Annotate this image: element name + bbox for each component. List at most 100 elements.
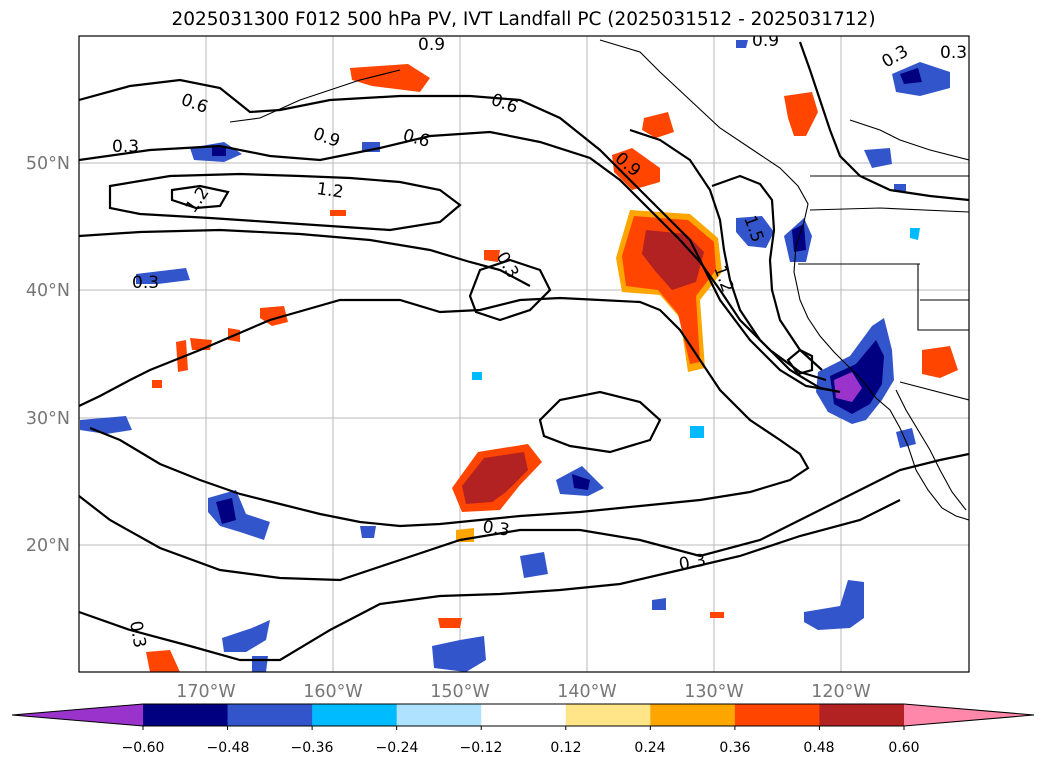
ivt-negative-region	[652, 598, 666, 610]
ivt-positive-region	[642, 112, 674, 138]
colorbar-segment	[227, 704, 313, 726]
ivt-positive-region	[176, 340, 188, 372]
pv-contour-0.3-south	[79, 296, 810, 528]
pv-contour-0.3-lower	[79, 452, 969, 582]
ivt-positive-core	[462, 452, 528, 504]
colorbar-segment	[734, 704, 820, 726]
lon-tick-labels: 170°W 160°W 150°W 140°W 130°W 120°W	[176, 682, 870, 702]
contour-label: 0.3	[125, 619, 149, 649]
pv-contour-0.3-bottom	[79, 499, 901, 662]
lat-tick-labels: 50°N 40°N 30°N 20°N	[26, 154, 70, 556]
pv-contour-1.2	[108, 172, 462, 232]
ivt-negative-region	[864, 148, 892, 168]
contour-label: 0.9	[418, 35, 445, 55]
colorbar-segment	[650, 704, 736, 726]
contour-label: 1.2	[315, 179, 345, 203]
colorbar-tick-label: 0.48	[803, 740, 834, 756]
ivt-negative-region	[432, 636, 486, 672]
ivt-positive-region	[146, 650, 180, 672]
colorbar-segment	[481, 704, 567, 726]
political-borders	[798, 175, 969, 401]
ivt-negative-region	[222, 620, 270, 652]
colorbar-tick-label: −0.60	[122, 740, 165, 756]
ivt-positive-region	[438, 618, 462, 628]
plot-title: 2025031300 F012 500 hPa PV, IVT Landfall…	[171, 9, 876, 30]
colorbar-tick-labels: −0.60 −0.48 −0.36 −0.24 −0.12 0.12 0.24 …	[122, 740, 920, 756]
map-frame	[78, 35, 970, 673]
colorbar-tick-label: −0.36	[291, 740, 334, 756]
baja-gulf-coastline	[895, 389, 967, 511]
colorbar	[11, 703, 1035, 730]
colorbar-tick-label: −0.12	[460, 740, 503, 756]
pv-contour-0.9	[79, 130, 827, 382]
ivt-negative-region	[736, 216, 774, 248]
ivt-negative-core	[572, 474, 590, 490]
colorbar-tick-label: 0.36	[719, 740, 750, 756]
lon-tick-label: 140°W	[557, 682, 616, 702]
ivt-negative-region	[520, 552, 548, 578]
lon-tick-label: 130°W	[684, 682, 743, 702]
contour-label: 0.3	[677, 551, 707, 575]
pv-contour-1.2-inner	[170, 184, 230, 210]
pv-contour-1.2-east	[629, 128, 841, 394]
lon-tick-label: 150°W	[430, 682, 489, 702]
lon-tick-label: 160°W	[303, 682, 362, 702]
colorbar-segment	[819, 704, 905, 726]
ivt-positive-region	[922, 346, 958, 378]
ivt-positive-region	[710, 612, 724, 618]
lat-tick-label: 20°N	[26, 536, 70, 556]
contour-label: 0.3	[112, 137, 139, 157]
canada-coastline	[849, 119, 969, 161]
ivt-negative-region	[736, 40, 748, 48]
ivt-positive-region	[152, 380, 162, 388]
pv-contour-small	[786, 348, 814, 376]
aleutian-coastline	[229, 69, 401, 123]
ivt-positive-region	[350, 64, 430, 92]
colorbar-tick-label: 0.60	[888, 740, 919, 756]
ivt-positive-core	[642, 230, 704, 290]
ivt-positive-region	[612, 148, 660, 190]
contour-label: 0.3	[940, 43, 967, 63]
colorbar-tick-label: −0.48	[207, 740, 250, 756]
ivt-negative-region	[252, 656, 268, 672]
contour-label: 0.3	[481, 517, 511, 541]
lat-tick-label: 50°N	[26, 154, 70, 174]
ivt-positive-region	[784, 92, 818, 136]
colorbar-segment	[396, 704, 482, 726]
lat-tick-label: 40°N	[26, 281, 70, 301]
pv-contour-0.3-eddy	[538, 390, 662, 454]
pv-contour-1.5	[711, 174, 823, 371]
pv-contour-0.9-north	[798, 41, 969, 202]
ivt-negative-core	[216, 498, 236, 524]
ivt-negative-region	[136, 268, 190, 284]
ivt-negative-region	[360, 526, 376, 538]
ivt-positive-region	[190, 338, 212, 350]
ivt-positive-region	[330, 210, 346, 216]
colorbar-extend-min	[12, 704, 143, 726]
pv-contours	[79, 41, 969, 662]
ivt-negative-extreme	[834, 372, 862, 402]
gridlines	[79, 36, 969, 672]
pv-contour-0.6	[79, 78, 831, 392]
colorbar-segment	[312, 704, 398, 726]
colorbar-tick-label: −0.24	[376, 740, 419, 756]
colorbar-tick-label: 0.24	[634, 740, 665, 756]
ivt-negative-region	[690, 426, 704, 438]
north-america-coastline	[599, 39, 969, 521]
colorbar-segment	[143, 704, 229, 726]
lon-tick-label: 170°W	[176, 682, 235, 702]
ivt-negative-region	[472, 372, 482, 380]
contour-label: 0.9	[752, 31, 779, 51]
ivt-negative-region	[896, 428, 916, 448]
ivt-negative-core	[900, 68, 922, 84]
ivt-negative-core	[212, 146, 226, 156]
colorbar-extend-max	[904, 704, 1034, 726]
coastlines	[229, 39, 969, 521]
ivt-negative-region	[804, 580, 864, 630]
ivt-positive-region	[484, 250, 500, 262]
pv-contour-0.3-closed	[468, 258, 552, 322]
colorbar-segment	[565, 704, 651, 726]
lon-tick-label: 120°W	[811, 682, 870, 702]
contour-label: 0.3	[132, 273, 159, 293]
